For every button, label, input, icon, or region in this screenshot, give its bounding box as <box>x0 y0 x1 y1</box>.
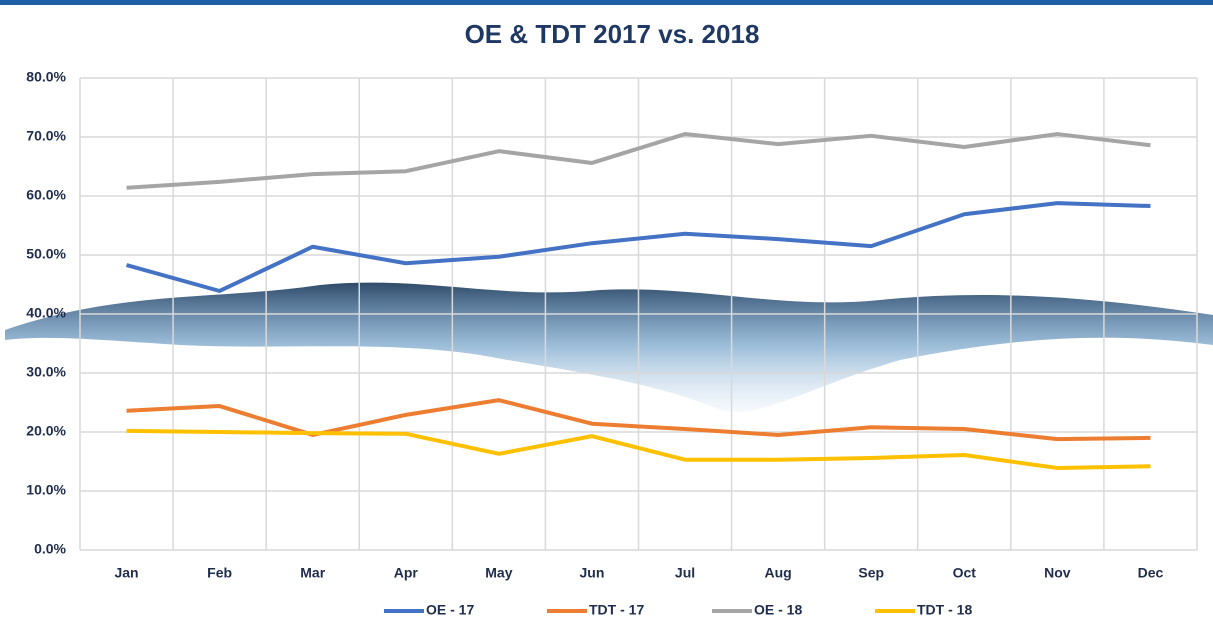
x-tick-label: Mar <box>300 565 325 581</box>
chart: OE & TDT 2017 vs. 2018 0.0% 10.0% 20.0% 30.… <box>0 0 1213 641</box>
x-tick-label: Oct <box>953 565 977 581</box>
y-tick-label: 0.0% <box>34 541 66 557</box>
y-tick-label: 60.0% <box>26 187 66 203</box>
y-tick-label: 40.0% <box>26 305 66 321</box>
x-tick-label: Jul <box>675 565 695 581</box>
y-tick-label: 20.0% <box>26 423 66 439</box>
x-tick-label: May <box>485 565 512 581</box>
x-tick-label: Nov <box>1044 565 1071 581</box>
x-tick-label: Sep <box>858 565 884 581</box>
x-tick-label: Jan <box>114 565 138 581</box>
water-decoration <box>5 283 1213 412</box>
legend-label: OE - 18 <box>754 602 802 618</box>
chart-title: OE & TDT 2017 vs. 2018 <box>465 19 760 49</box>
x-tick-label: Apr <box>394 565 419 581</box>
x-tick-label: Aug <box>765 565 792 581</box>
y-tick-label: 50.0% <box>26 246 66 262</box>
y-tick-label: 30.0% <box>26 364 66 380</box>
y-tick-label: 10.0% <box>26 482 66 498</box>
legend-label: TDT - 18 <box>917 602 972 618</box>
top-bar <box>0 0 1213 5</box>
legend-label: TDT - 17 <box>589 602 644 618</box>
x-tick-label: Jun <box>580 565 605 581</box>
legend: OE - 17 TDT - 17 OE - 18 TDT - 18 <box>384 602 972 618</box>
legend-label: OE - 17 <box>426 602 474 618</box>
y-tick-label: 70.0% <box>26 128 66 144</box>
y-tick-label: 80.0% <box>26 69 66 85</box>
x-tick-label: Dec <box>1138 565 1164 581</box>
x-tick-label: Feb <box>207 565 232 581</box>
